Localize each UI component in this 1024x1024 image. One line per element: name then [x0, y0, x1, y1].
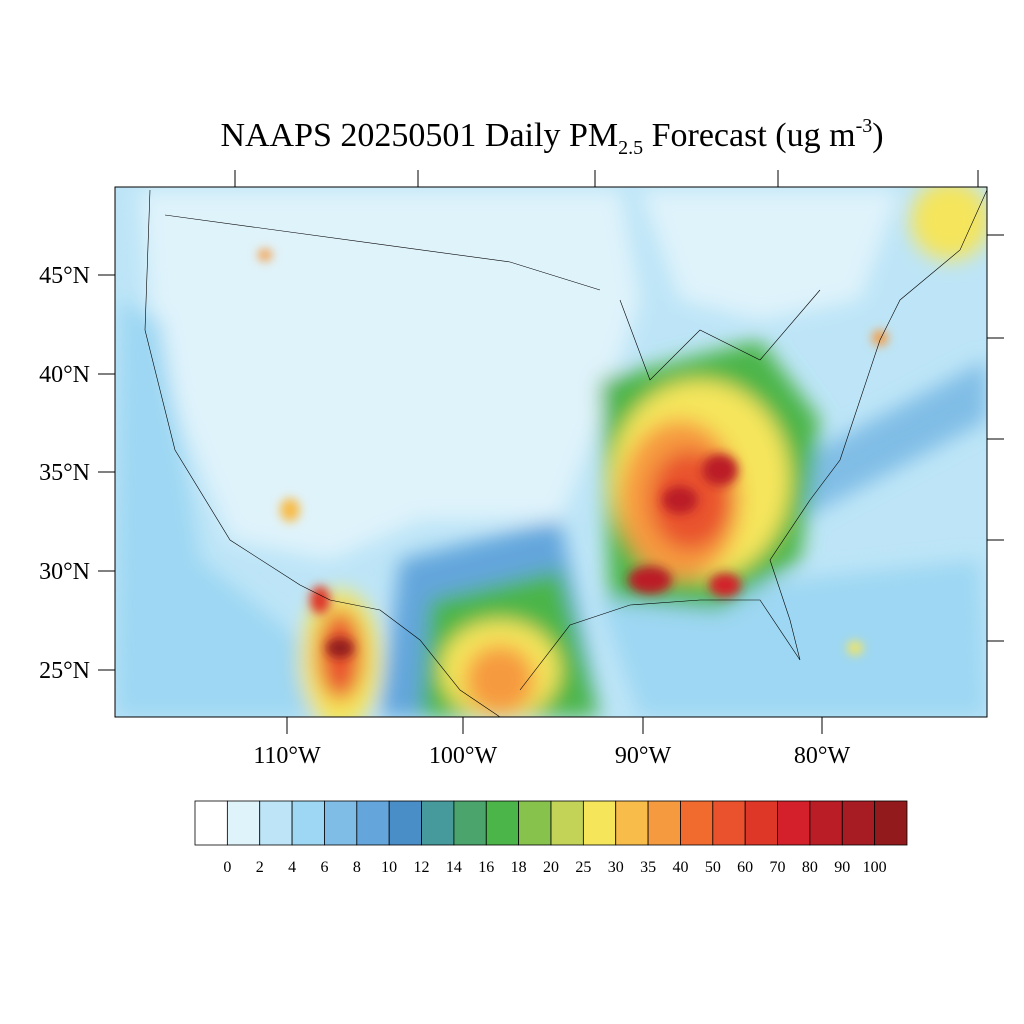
colorbar-label: 10 — [381, 859, 397, 876]
colorbar-label: 25 — [575, 859, 591, 876]
lat-label: 45°N — [39, 263, 90, 289]
color-swatch — [550, 800, 584, 846]
axis-labels: 45°N 40°N 35°N 30°N 25°N 110°W 100°W 90°W 80°W — [39, 263, 850, 769]
color-swatch — [453, 800, 487, 846]
colorbar-label: 30 — [608, 859, 624, 876]
title-subscript: 2.5 — [618, 137, 643, 159]
colorbar-label: 18 — [511, 859, 527, 876]
color-swatch — [388, 800, 422, 846]
map-title: NAAPS 20250501 Daily PM2.5 Forecast (ug … — [220, 115, 883, 159]
colorbar-label: 60 — [737, 859, 753, 876]
color-swatch — [647, 800, 681, 846]
lat-label: 35°N — [39, 460, 90, 486]
colorbar-label: 70 — [770, 859, 786, 876]
ticks — [98, 170, 1004, 734]
lon-label: 100°W — [429, 743, 498, 769]
color-swatch — [841, 800, 876, 846]
colorbar-label: 14 — [446, 859, 462, 876]
colorbar-label: 35 — [640, 859, 656, 876]
colorbar-label: 0 — [223, 859, 231, 876]
color-swatch — [226, 800, 261, 846]
lat-label: 30°N — [39, 559, 90, 585]
colorbar-label: 8 — [353, 859, 361, 876]
color-swatch — [874, 800, 908, 846]
title-superscript: -3 — [856, 115, 873, 137]
color-swatch — [712, 800, 746, 846]
color-swatch — [615, 800, 649, 846]
colorbar: 0 2 4 6 8 10 12 14 16 18 20 25 30 35 40 50 60 70 80 90 100 — [194, 800, 908, 876]
color-swatch — [485, 800, 520, 846]
lon-label: 110°W — [253, 743, 321, 769]
color-swatch — [356, 800, 390, 846]
color-swatch — [324, 800, 358, 846]
colorbar-label: 16 — [478, 859, 494, 876]
color-swatch — [582, 800, 617, 846]
colorbar-label: 80 — [802, 859, 818, 876]
color-swatch — [777, 800, 811, 846]
colorbar-label: 6 — [320, 859, 328, 876]
lat-label: 40°N — [39, 362, 90, 388]
colorbar-label: 50 — [705, 859, 721, 876]
lon-label: 90°W — [615, 743, 672, 769]
color-swatch — [744, 800, 778, 846]
map-frame — [114, 186, 988, 718]
colorbar-label: 90 — [834, 859, 850, 876]
color-swatch — [421, 800, 455, 846]
title-text: NAAPS 20250501 Daily PM — [220, 117, 618, 154]
color-swatch — [291, 800, 325, 846]
pm-field — [115, 187, 987, 717]
color-swatch — [809, 800, 843, 846]
title-text: Forecast (ug m — [643, 117, 855, 154]
colorbar-label: 40 — [672, 859, 688, 876]
color-swatch — [680, 800, 714, 846]
color-swatch — [259, 800, 293, 846]
color-swatch — [194, 800, 228, 846]
lon-label: 80°W — [794, 743, 851, 769]
title-text: ) — [872, 117, 883, 154]
colorbar-label: 100 — [863, 859, 887, 876]
colorbar-label: 20 — [543, 859, 559, 876]
color-swatch — [518, 800, 552, 846]
lat-label: 25°N — [39, 658, 90, 684]
colorbar-label: 12 — [414, 859, 430, 876]
colorbar-label: 4 — [288, 859, 296, 876]
colorbar-label: 2 — [256, 859, 264, 876]
